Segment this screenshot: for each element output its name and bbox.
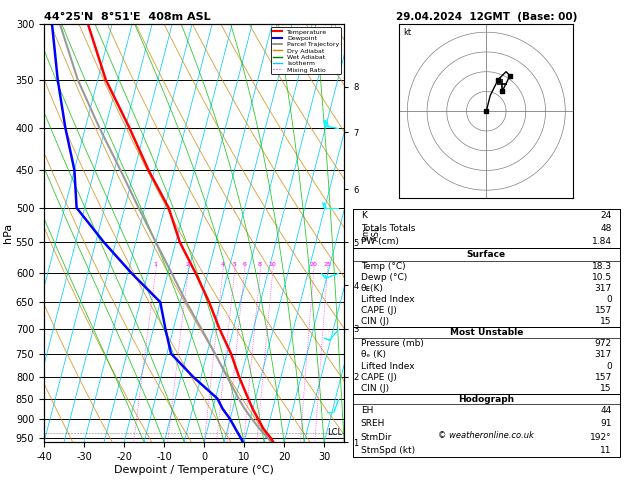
- Text: 10.5: 10.5: [592, 273, 612, 282]
- Text: 1.84: 1.84: [592, 237, 612, 246]
- Text: 44°25'N  8°51'E  408m ASL: 44°25'N 8°51'E 408m ASL: [44, 12, 211, 22]
- Text: 4: 4: [221, 262, 225, 267]
- Text: StmDir: StmDir: [361, 433, 392, 441]
- Y-axis label: hPa: hPa: [3, 223, 13, 243]
- Text: θᴇ(K): θᴇ(K): [361, 284, 384, 293]
- Text: 157: 157: [594, 373, 612, 382]
- Text: PW (cm): PW (cm): [361, 237, 399, 246]
- Text: Most Unstable: Most Unstable: [450, 328, 523, 337]
- Title: 29.04.2024  12GMT  (Base: 00): 29.04.2024 12GMT (Base: 00): [396, 12, 577, 22]
- Text: EH: EH: [361, 406, 373, 416]
- Text: Hodograph: Hodograph: [459, 395, 515, 404]
- Text: Totals Totals: Totals Totals: [361, 224, 415, 233]
- Text: 25: 25: [323, 262, 331, 267]
- Text: Dewp (°C): Dewp (°C): [361, 273, 407, 282]
- Text: 6: 6: [242, 262, 246, 267]
- Text: LCL: LCL: [327, 428, 342, 437]
- Text: 317: 317: [594, 350, 612, 359]
- Text: 20: 20: [309, 262, 318, 267]
- Text: 972: 972: [594, 339, 612, 348]
- Text: Temp (°C): Temp (°C): [361, 261, 406, 271]
- Text: 8: 8: [258, 262, 262, 267]
- Text: θₑ (K): θₑ (K): [361, 350, 386, 359]
- Text: 18.3: 18.3: [592, 261, 612, 271]
- Text: Pressure (mb): Pressure (mb): [361, 339, 424, 348]
- Text: 10: 10: [269, 262, 277, 267]
- Text: 48: 48: [601, 224, 612, 233]
- Text: SREH: SREH: [361, 419, 385, 428]
- Text: CAPE (J): CAPE (J): [361, 373, 397, 382]
- Y-axis label: km
ASL: km ASL: [361, 226, 381, 241]
- Text: 157: 157: [594, 306, 612, 315]
- Text: 1: 1: [153, 262, 157, 267]
- Text: © weatheronline.co.uk: © weatheronline.co.uk: [438, 431, 534, 439]
- Text: 15: 15: [600, 317, 612, 326]
- X-axis label: Dewpoint / Temperature (°C): Dewpoint / Temperature (°C): [114, 465, 274, 475]
- Text: Surface: Surface: [467, 250, 506, 259]
- Text: 24: 24: [601, 211, 612, 220]
- Text: 91: 91: [600, 419, 612, 428]
- Text: 11: 11: [600, 446, 612, 454]
- Text: Lifted Index: Lifted Index: [361, 362, 415, 370]
- Text: 317: 317: [594, 284, 612, 293]
- Text: StmSpd (kt): StmSpd (kt): [361, 446, 415, 454]
- Text: CIN (J): CIN (J): [361, 384, 389, 393]
- Text: Lifted Index: Lifted Index: [361, 295, 415, 304]
- Text: 5: 5: [233, 262, 237, 267]
- Text: 192°: 192°: [590, 433, 612, 441]
- Text: CAPE (J): CAPE (J): [361, 306, 397, 315]
- Text: 0: 0: [606, 295, 612, 304]
- Legend: Temperature, Dewpoint, Parcel Trajectory, Dry Adiabat, Wet Adiabat, Isotherm, Mi: Temperature, Dewpoint, Parcel Trajectory…: [270, 27, 341, 74]
- Text: kt: kt: [403, 28, 411, 37]
- Text: CIN (J): CIN (J): [361, 317, 389, 326]
- Text: 0: 0: [606, 362, 612, 370]
- Text: 44: 44: [601, 406, 612, 416]
- Text: K: K: [361, 211, 367, 220]
- Text: 2: 2: [186, 262, 190, 267]
- Text: 15: 15: [600, 384, 612, 393]
